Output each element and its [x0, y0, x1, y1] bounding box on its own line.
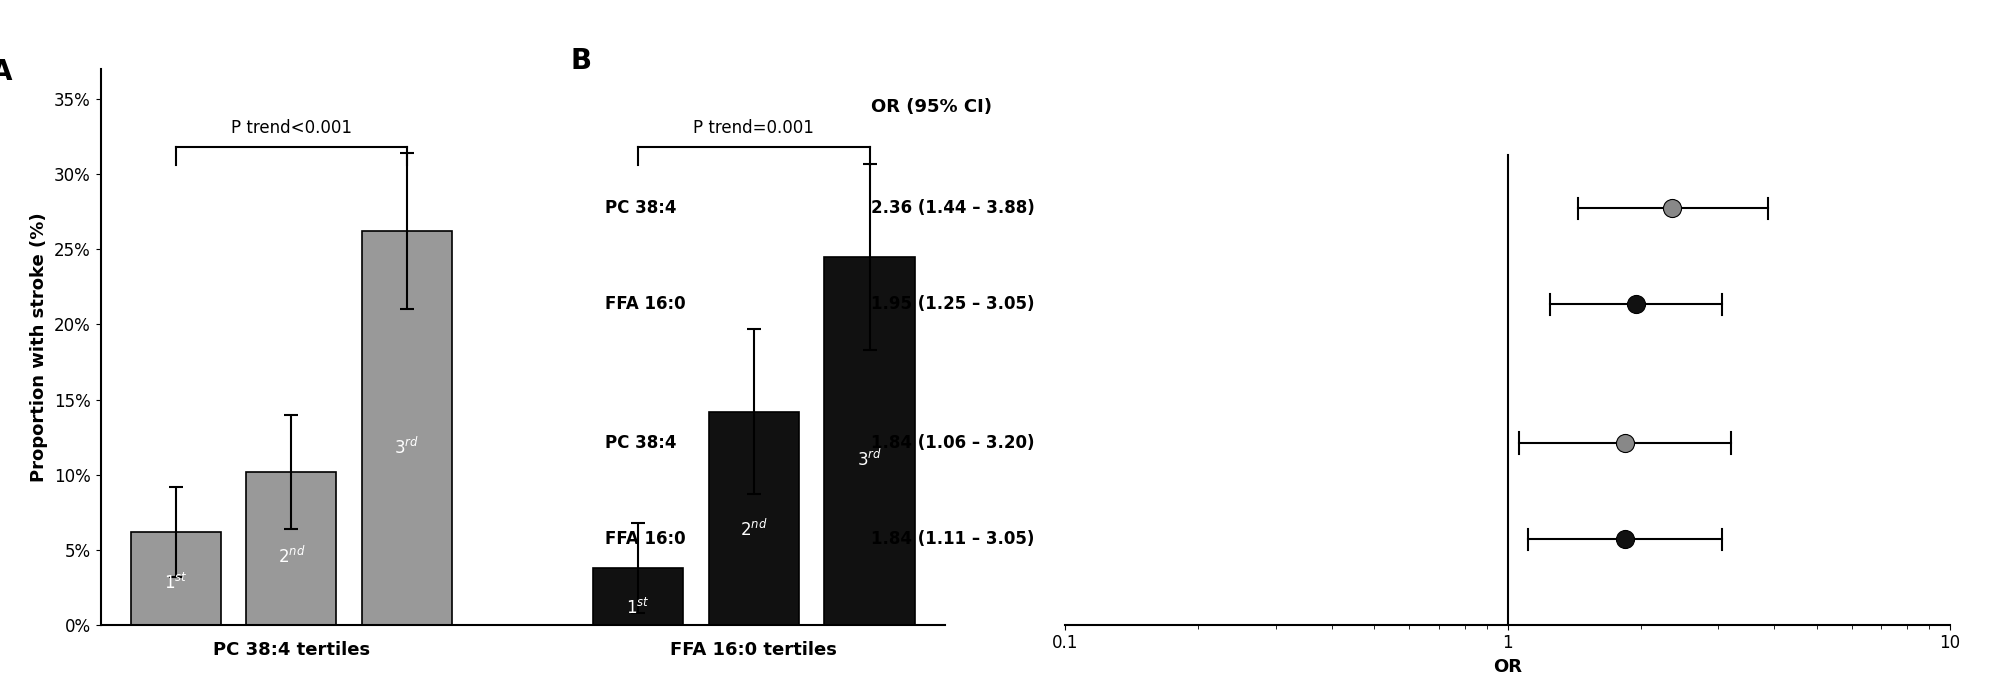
Text: 1.95 (1.25 – 3.05): 1.95 (1.25 – 3.05) [870, 295, 1035, 313]
Bar [824, 257, 915, 625]
Text: A: A [0, 58, 12, 86]
Text: 1.84 (1.06 – 3.20): 1.84 (1.06 – 3.20) [870, 434, 1035, 452]
Bar [131, 532, 221, 625]
Text: $1^{st}$: $1^{st}$ [627, 598, 649, 618]
Text: FFA 16:0: FFA 16:0 [605, 295, 685, 313]
Text: 1.84 (1.11 – 3.05): 1.84 (1.11 – 3.05) [870, 530, 1033, 548]
Text: $3^{rd}$: $3^{rd}$ [394, 437, 420, 458]
Text: OR (95% CI): OR (95% CI) [870, 98, 991, 116]
Text: FFA 16:0: FFA 16:0 [605, 530, 685, 548]
Bar [593, 568, 683, 625]
Bar [362, 232, 452, 625]
Bar [710, 412, 800, 625]
Text: P trend<0.001: P trend<0.001 [231, 119, 352, 137]
Text: B: B [571, 47, 591, 75]
Text: $1^{st}$: $1^{st}$ [163, 573, 187, 593]
Bar [245, 471, 336, 625]
X-axis label: OR: OR [1493, 658, 1522, 676]
Text: PC 38:4: PC 38:4 [605, 199, 677, 217]
Text: $2^{nd}$: $2^{nd}$ [740, 518, 768, 539]
Text: $3^{rd}$: $3^{rd}$ [856, 448, 882, 470]
Text: $2^{nd}$: $2^{nd}$ [277, 545, 306, 566]
Text: P trend=0.001: P trend=0.001 [693, 119, 814, 137]
Text: 2.36 (1.44 – 3.88): 2.36 (1.44 – 3.88) [870, 199, 1035, 217]
Text: PC 38:4: PC 38:4 [605, 434, 677, 452]
Y-axis label: Proportion with stroke (%): Proportion with stroke (%) [30, 212, 48, 482]
